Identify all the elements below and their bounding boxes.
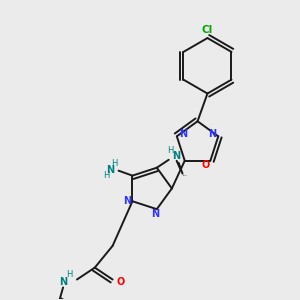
Text: N: N: [208, 129, 216, 139]
Text: H: H: [111, 159, 118, 168]
Text: N: N: [172, 151, 181, 161]
Text: O: O: [116, 277, 125, 286]
Text: H: H: [103, 171, 110, 180]
Text: H: H: [167, 146, 174, 155]
Text: methyl: methyl: [183, 175, 188, 176]
Text: Cl: Cl: [202, 25, 213, 35]
Text: N: N: [123, 196, 131, 206]
Text: O: O: [201, 160, 209, 170]
Text: N: N: [151, 209, 159, 219]
Text: N: N: [179, 129, 187, 139]
Text: N: N: [59, 277, 67, 286]
Text: N: N: [106, 165, 115, 175]
Text: H: H: [66, 270, 72, 279]
